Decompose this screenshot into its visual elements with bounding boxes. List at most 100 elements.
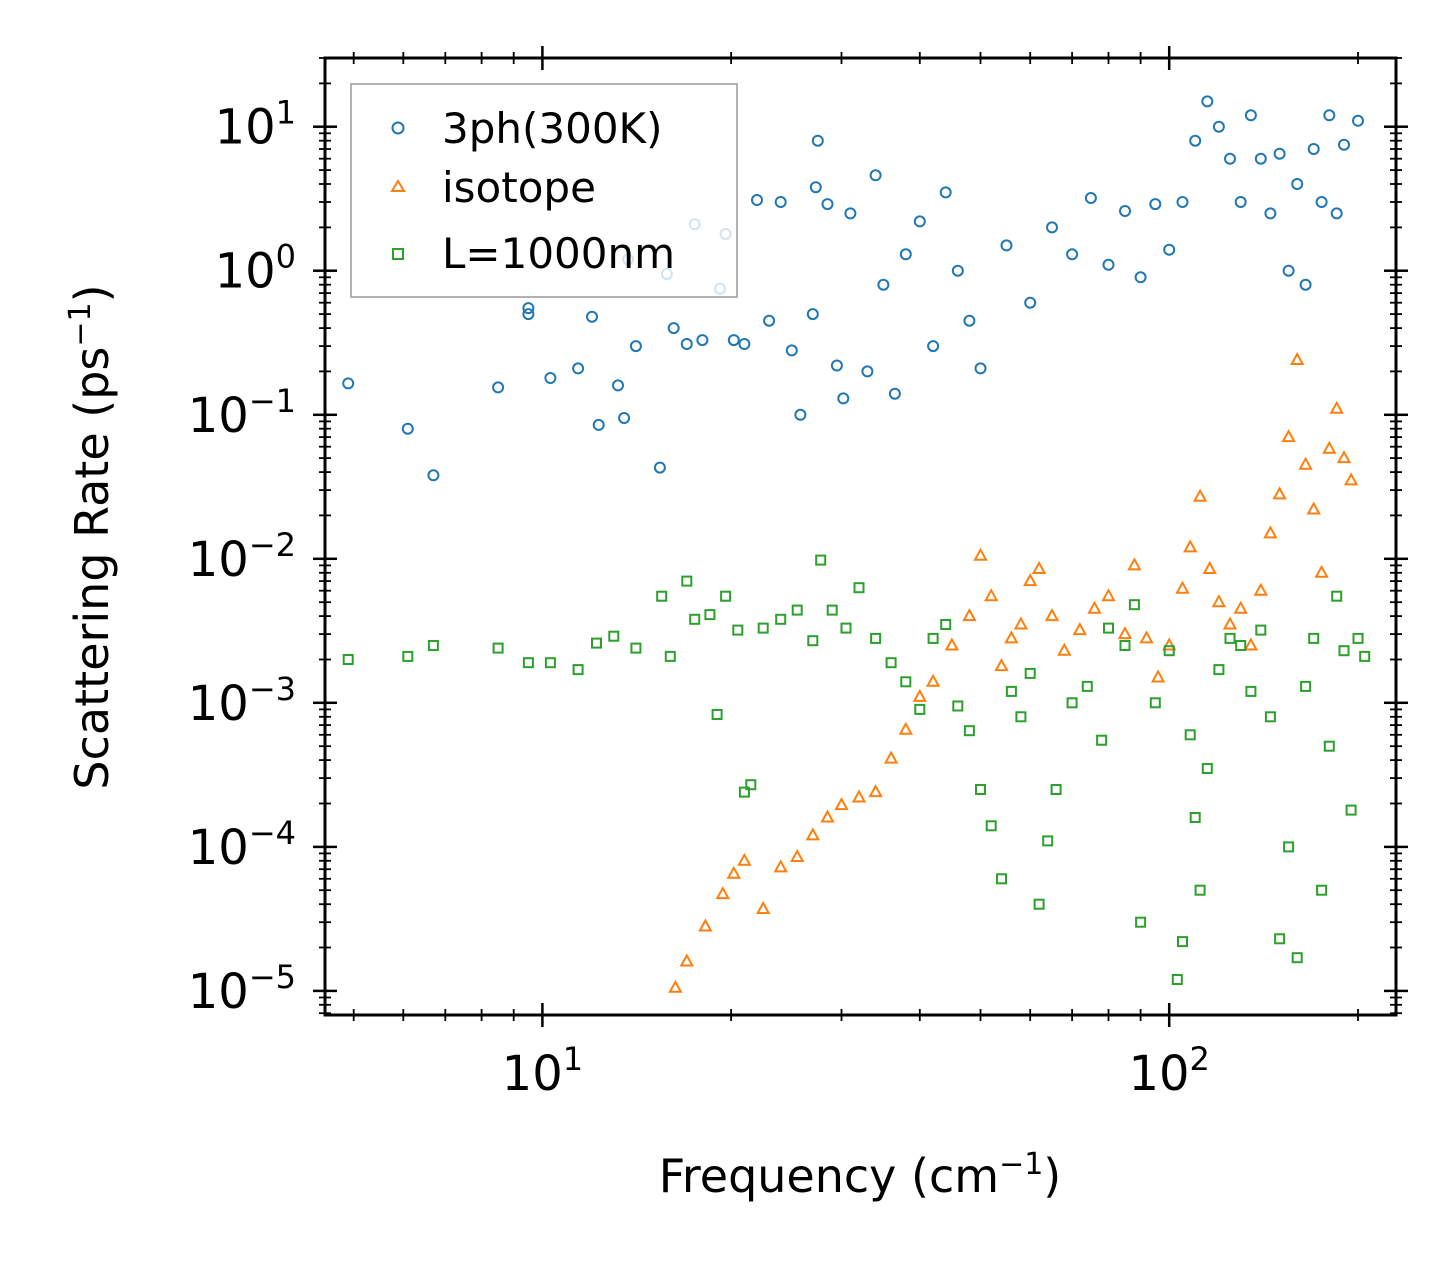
- square-point: [870, 632, 882, 644]
- legend-entry-l1000nm: L=1000nm: [392, 229, 675, 278]
- triangle-point: [973, 547, 988, 561]
- circle-point: [544, 372, 557, 384]
- square-point: [1033, 898, 1045, 910]
- square-point: [664, 650, 676, 662]
- circle-point: [738, 338, 751, 350]
- square-point: [591, 637, 602, 649]
- circle-point: [899, 248, 912, 261]
- y-tick-label: 10−1: [188, 382, 296, 444]
- y-axis-title: Scattering Rate (ps−1): [63, 284, 119, 789]
- circle-point: [1224, 152, 1236, 165]
- triangle-point: [1329, 400, 1344, 414]
- circle-point: [612, 379, 624, 392]
- triangle-point: [805, 827, 820, 841]
- square-point: [1308, 632, 1320, 644]
- square-point: [927, 632, 939, 644]
- square-point: [975, 784, 986, 795]
- y-tick-label: 100: [215, 238, 296, 300]
- circle-point: [1119, 205, 1131, 217]
- square-point: [1177, 936, 1188, 948]
- square-point: [1300, 680, 1312, 692]
- triangle-point: [1336, 450, 1352, 464]
- circle-point: [342, 377, 355, 390]
- legend: 3ph(300K) isotope L=1000nm: [350, 83, 738, 298]
- y-tick-label: 101: [215, 94, 296, 156]
- square-point: [815, 554, 827, 566]
- legend-label-3ph: 3ph(300K): [442, 104, 662, 153]
- triangle-point: [1072, 622, 1087, 636]
- triangle-point: [1298, 456, 1313, 470]
- square-point: [1050, 784, 1062, 795]
- square-point: [1283, 841, 1295, 853]
- square-point: [745, 779, 757, 791]
- square-point: [689, 613, 701, 625]
- square-point: [1042, 835, 1054, 847]
- legend-label-l1000nm: L=1000nm: [442, 229, 675, 278]
- circle-point: [869, 169, 882, 182]
- triangle-point: [984, 588, 999, 602]
- triangle-point: [1004, 630, 1019, 644]
- circle-point: [1264, 207, 1277, 220]
- triangle-point: [1314, 564, 1329, 578]
- triangle-point: [1290, 351, 1305, 365]
- triangle-point: [756, 900, 771, 914]
- triangle-point: [1322, 440, 1337, 454]
- triangle-point: [1023, 573, 1038, 587]
- square-point: [775, 613, 787, 625]
- circle-point: [888, 387, 901, 400]
- square-point: [1316, 884, 1328, 896]
- triangle-point: [898, 721, 913, 735]
- triangle-point: [1211, 594, 1227, 608]
- triangle-point: [962, 608, 977, 622]
- square-point: [840, 622, 852, 634]
- circle-point: [653, 461, 666, 474]
- square-point: [711, 709, 723, 720]
- y-tick-label: 10−3: [188, 670, 296, 732]
- circle-point: [1102, 258, 1115, 271]
- circle-point: [1291, 178, 1304, 190]
- square-point: [342, 654, 354, 665]
- circle-point: [774, 196, 787, 208]
- triangle-point: [1162, 637, 1177, 651]
- circle-point: [806, 308, 819, 321]
- series-3: [342, 554, 1371, 985]
- square-point: [402, 650, 414, 662]
- triangle-point: [1044, 608, 1060, 622]
- square-point: [1245, 685, 1257, 697]
- circle-point: [1024, 296, 1037, 309]
- circle-point: [1046, 221, 1058, 234]
- triangle-point: [1031, 560, 1047, 574]
- square-point: [720, 590, 732, 602]
- square-point: [914, 703, 926, 715]
- circle-point: [811, 134, 824, 147]
- circle-point: [522, 302, 535, 315]
- square-point: [1184, 729, 1196, 741]
- circle-point: [1254, 152, 1267, 165]
- square-point: [1235, 640, 1247, 651]
- circle-point: [877, 278, 890, 291]
- triangle-point: [790, 848, 805, 862]
- triangle-point: [726, 865, 741, 879]
- circle-point: [1066, 248, 1079, 261]
- legend-circle-marker: [391, 121, 405, 135]
- triangle-point: [698, 918, 713, 932]
- square-point: [1024, 667, 1036, 679]
- square-point: [1323, 740, 1335, 752]
- legend-label-isotope: isotope: [442, 163, 596, 212]
- circle-point: [1244, 109, 1257, 122]
- circle-point: [572, 362, 585, 375]
- square-point: [1081, 680, 1093, 692]
- circle-point: [830, 359, 843, 372]
- x-axis-title: Frequency (cm−1): [659, 1147, 1062, 1203]
- triangle-point: [912, 688, 927, 702]
- triangle-point: [1263, 525, 1278, 539]
- circle-point: [629, 340, 642, 353]
- triangle-point: [679, 953, 694, 967]
- triangle-point: [1272, 486, 1287, 500]
- circle-point: [951, 264, 964, 277]
- square-point: [656, 590, 668, 602]
- legend-entry-isotope: isotope: [390, 163, 596, 212]
- circle-point: [1330, 207, 1343, 220]
- square-point: [1352, 632, 1364, 644]
